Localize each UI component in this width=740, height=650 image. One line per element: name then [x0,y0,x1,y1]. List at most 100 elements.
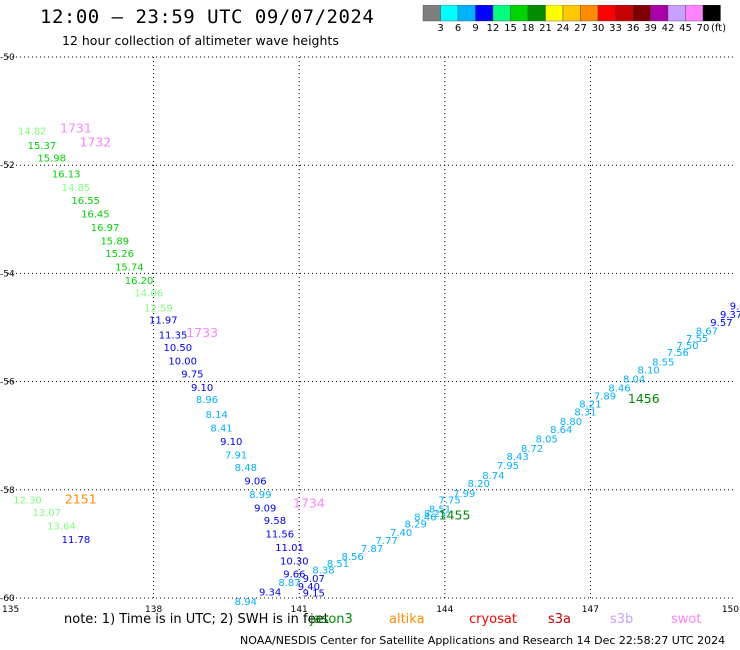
wave-height-label: 9.07 [303,574,325,585]
y-tick-label: -60 [0,594,15,604]
wave-height-label: 8.51 [327,559,349,570]
wave-height-label: 15.26 [105,249,134,260]
pass-time-label: 1455 [439,508,471,523]
colorbar-tick-label: 15 [504,23,517,34]
wave-height-label: 8.51 [429,505,451,516]
wave-height-label: 7.99 [453,489,475,500]
wave-height-label: 9.06 [244,476,266,487]
colorbar-tick-label: 3 [437,23,443,34]
x-tick-label: 141 [291,605,308,612]
color-scale-legend: 3 6 9 12 15 18 21 24 27 30 33 36 39 42 45 70 (ft) [422,5,726,34]
colorbar-tick-label: 70 [697,23,710,34]
colorbar-tick-label: 45 [679,23,692,34]
wave-height-label: 8.25 [424,509,446,520]
credit-line: NOAA/NESDIS Center for Satellite Applica… [240,634,726,647]
wave-height-label: 11.01 [275,543,304,554]
wave-height-label: 7.75 [439,495,461,506]
x-tick-label: 135 [2,605,19,612]
wave-height-label: 12.30 [13,495,42,506]
wave-height-label: 7.87 [361,544,383,555]
colorbar-tick-label: 42 [662,23,675,34]
y-tick-label: -52 [0,161,15,171]
wave-height-label: 16.45 [81,210,110,221]
wave-height-label: 8.14 [206,410,228,421]
wave-height-label: 13.07 [33,508,62,519]
x-tick-label: 150 [722,605,739,612]
pass-time-label: 2151 [65,491,97,506]
colorbar-tick-label: 21 [539,23,552,34]
page-title: 12:00 — 23:59 UTC 09/07/2024 [40,6,375,28]
colorbar-tick-label: 12 [487,23,500,34]
wave-height-label: 8.67 [696,327,718,338]
wave-height-label: 8.74 [482,471,504,482]
wave-height-label: 8.20 [468,479,490,490]
colorbar-unit: (ft) [711,23,726,34]
colorbar-tick-label: 27 [574,23,587,34]
pass-time-label: 1731 [60,121,92,136]
wave-height-label: 9.48 [730,302,740,313]
wave-height-label: 16.13 [52,170,81,181]
wave-height-label: 16.97 [91,223,120,234]
wave-height-label: 8.31 [574,408,596,419]
wave-height-label: 12.59 [144,303,173,314]
wave-height-label: 8.99 [249,490,271,501]
wave-height-label: 15.37 [28,141,57,152]
wave-height-label: 14.85 [62,183,91,194]
wave-height-label: 8.38 [312,566,334,577]
wave-height-label: 9.10 [220,437,242,448]
wave-height-label: 13.64 [47,521,76,532]
wave-height-label: 9.10 [191,383,213,394]
wave-height-label: 9.57 [710,318,732,329]
colorbar-tick-label: 39 [644,23,657,34]
wave-height-label: 8.10 [638,365,660,376]
colorbar-tick-label: 36 [627,23,640,34]
colorbar-tick-label: 24 [557,23,570,34]
satellite-legend: jason3 altika cryosat s3a s3b swot [310,612,740,630]
wave-height-label: 9.58 [264,516,286,527]
wave-height-label: 7.40 [390,528,412,539]
wave-height-label: 11.35 [159,330,188,341]
wave-height-label: 15.98 [37,153,66,164]
wave-height-label: 8.56 [341,552,363,563]
wave-height-label: 9.37 [720,310,740,321]
wave-height-label: 8.94 [235,597,257,608]
satellite-jason3-label: jason3 [310,612,353,627]
y-tick-label: -56 [0,378,15,388]
wave-height-label: 8.64 [550,425,572,436]
y-tick-label: -58 [0,486,15,496]
wave-height-label: 7.91 [225,450,247,461]
wave-height-label: 10.50 [164,343,193,354]
wave-height-label: 14.82 [18,126,47,137]
satellite-s3b-label: s3b [610,612,634,627]
colorbar-tick-label: 9 [472,23,478,34]
satellite-cryosat-label: cryosat [469,612,517,627]
wave-height-plot: 135 138 141 144 147 150 -50 -52 -54 -56 -58 -60 14.8… [0,53,740,612]
wave-height-label: 11.56 [265,529,294,540]
wave-height-label: 7.55 [686,334,708,345]
footer-note: note: 1) Time is in UTC; 2) SWH is in fe… [64,612,329,627]
wave-height-label: 15.74 [115,263,144,274]
wave-height-label: 8.96 [196,395,218,406]
satellite-altika-label: altika [389,612,425,627]
x-tick-label: 144 [436,605,453,612]
colorbar-tick-label: 30 [592,23,605,34]
pass-time-label: 1733 [186,325,218,340]
wave-height-label: 8.05 [536,435,558,446]
wave-height-label: 8.41 [210,423,232,434]
satellite-swot-label: swot [671,612,702,627]
wave-height-label: 7.56 [667,348,689,359]
wave-height-label: 8.87 [278,578,300,589]
wave-height-label: 8.46 [414,513,436,524]
wave-height-label: 9.40 [298,582,320,593]
wave-height-label: 8.04 [623,375,645,386]
wave-height-label: 8.80 [560,417,582,428]
colorbar-tick-label: 33 [609,23,622,34]
wave-height-label: 7.50 [676,341,698,352]
y-tick-label: -54 [0,269,15,279]
wave-height-label: 16.20 [125,276,154,287]
wave-height-label: 8.43 [506,452,528,463]
wave-height-label: 8.21 [579,400,601,411]
wave-height-label: 14.06 [134,289,163,300]
wave-height-label: 8.72 [521,444,543,455]
x-tick-label: 138 [145,605,162,612]
